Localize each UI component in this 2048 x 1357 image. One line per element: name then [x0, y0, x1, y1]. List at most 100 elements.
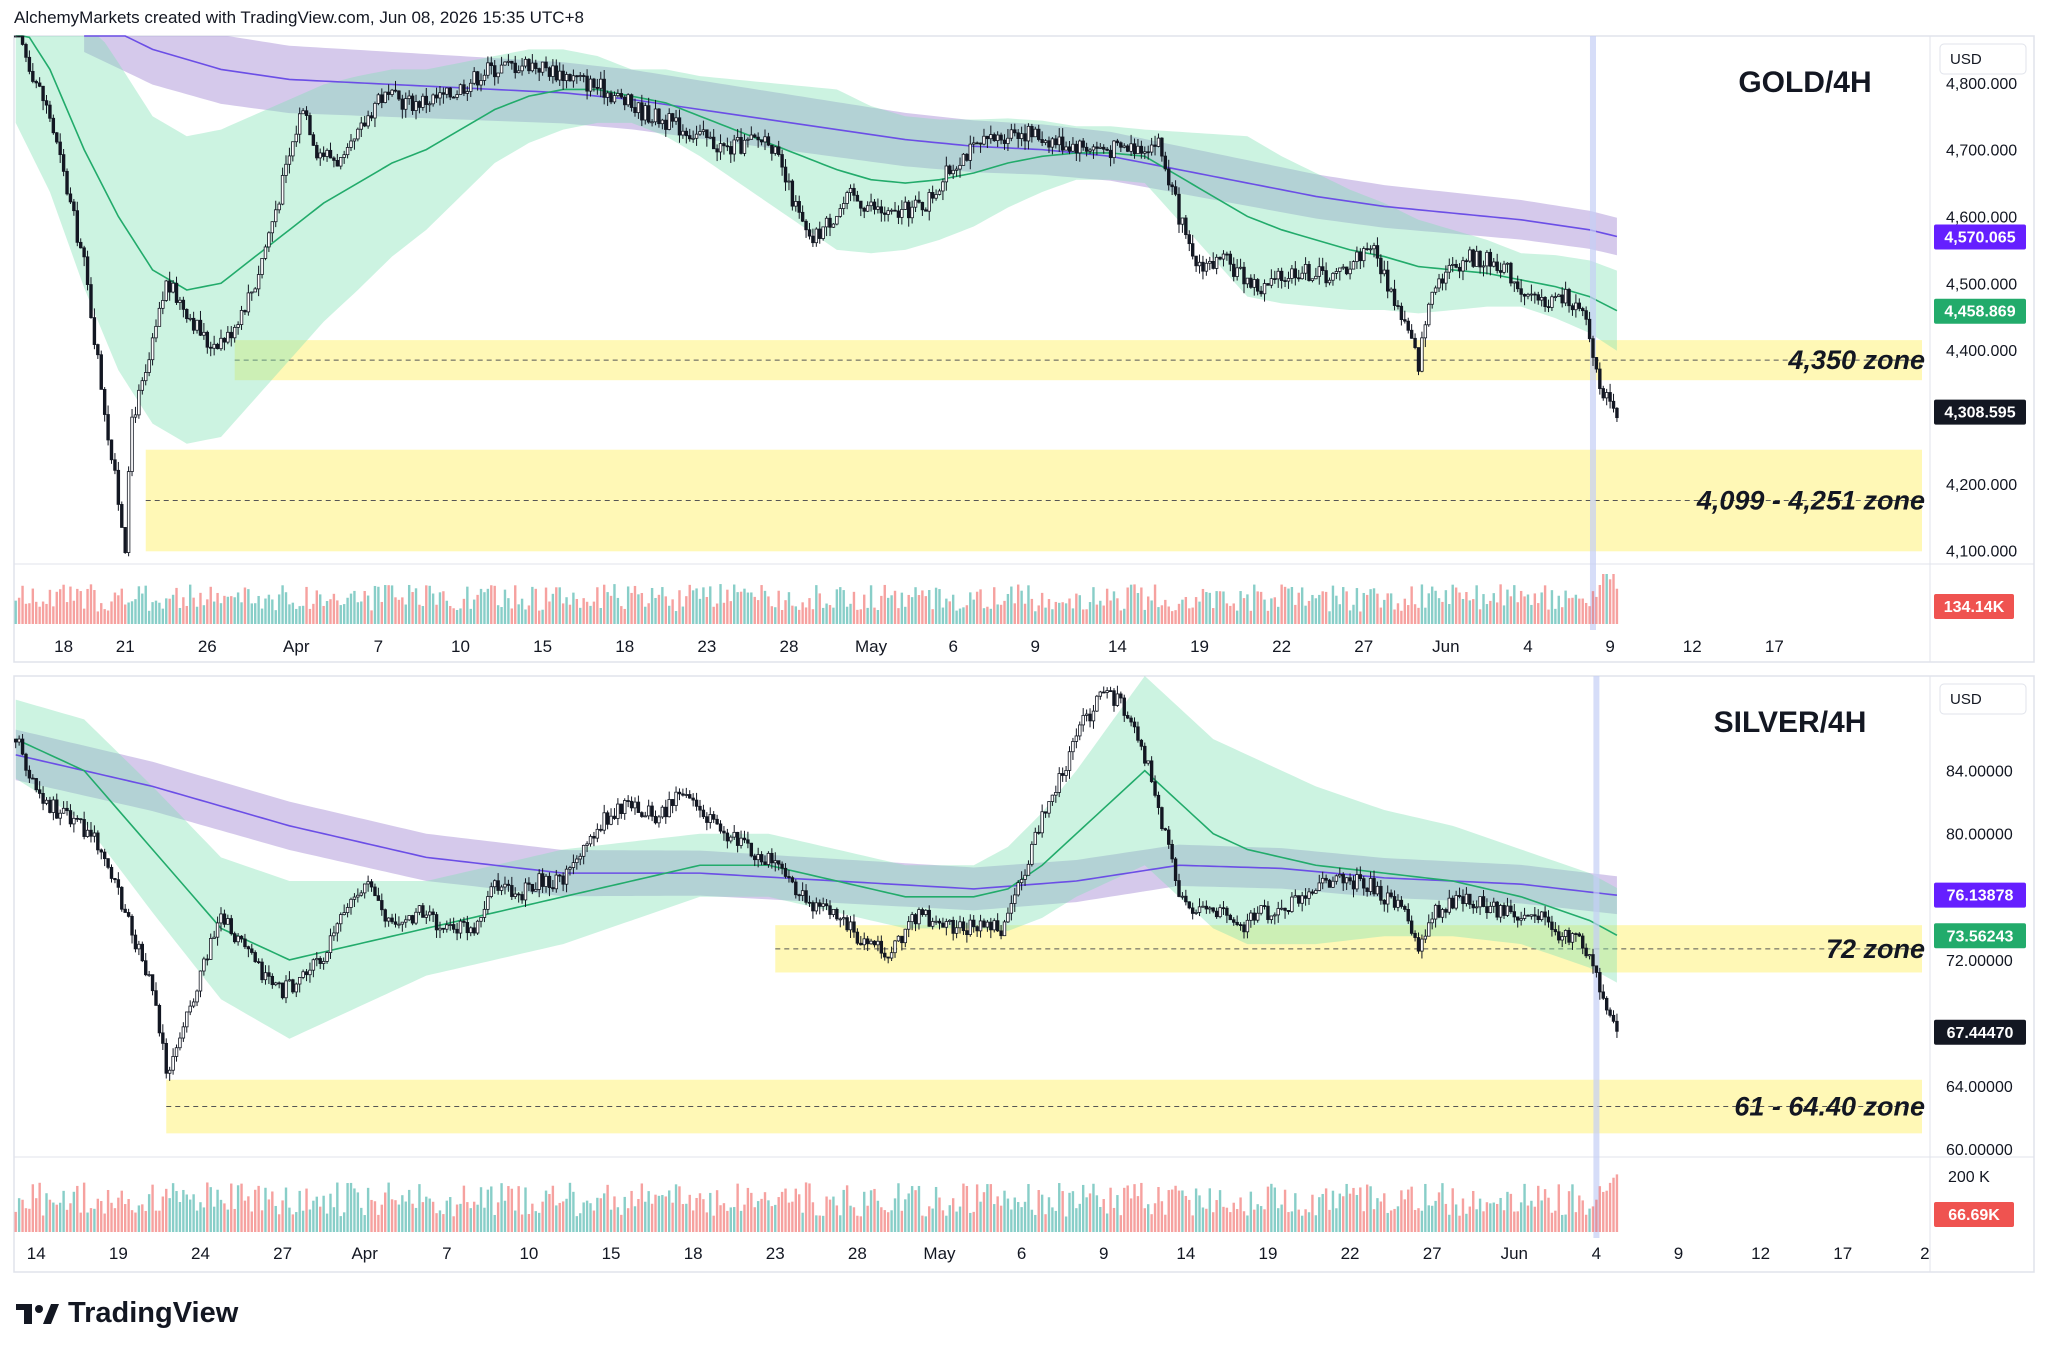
- gold-candle: [1132, 138, 1137, 159]
- gold-volume-bar: [1112, 591, 1116, 624]
- gold-currency-label[interactable]: USD: [1950, 51, 1982, 68]
- gold-candle: [229, 326, 233, 347]
- silver-candle: [595, 823, 600, 843]
- gold-volume-bar: [753, 596, 756, 624]
- silver-volume-bar: [1205, 1208, 1208, 1232]
- gold-candle: [657, 108, 661, 128]
- gold-candle: [1300, 266, 1304, 280]
- gold-volume-bar: [394, 597, 397, 624]
- silver-volume-bar: [1136, 1196, 1140, 1232]
- silver-x-tick: 4: [1592, 1244, 1601, 1263]
- gold-candle: [243, 309, 247, 316]
- silver-volume-bar: [394, 1200, 397, 1232]
- silver-candle: [448, 918, 452, 931]
- silver-volume-bar: [1540, 1200, 1543, 1232]
- gold-volume-bar: [1119, 610, 1123, 624]
- gold-volume-bar: [1266, 610, 1270, 624]
- silver-volume-bar: [863, 1191, 866, 1232]
- gold-candle: [1502, 260, 1506, 275]
- silver-volume-bar: [688, 1194, 691, 1232]
- gold-candle: [948, 164, 952, 176]
- gold-candle: [1242, 261, 1246, 294]
- silver-candle: [694, 792, 699, 811]
- silver-candle: [1132, 717, 1137, 734]
- silver-candle: [729, 835, 733, 844]
- gold-candle: [167, 271, 172, 301]
- silver-x-tick: Jun: [1501, 1244, 1528, 1263]
- gold-volume-bar: [582, 598, 585, 624]
- gold-chart[interactable]: USD4,800.0004,700.0004,600.0004,500.0004…: [0, 34, 2048, 666]
- gold-volume-bar: [137, 586, 141, 624]
- gold-candle: [185, 308, 189, 323]
- gold-volume-bar: [787, 592, 791, 624]
- gold-volume-bar: [1054, 601, 1058, 624]
- gold-volume-bar: [972, 599, 975, 624]
- gold-candle: [1519, 279, 1523, 303]
- silver-candle: [619, 803, 624, 819]
- gold-symbol-title: GOLD/4H: [1738, 66, 1871, 99]
- silver-volume-bar: [41, 1215, 45, 1232]
- silver-candle: [1430, 911, 1434, 930]
- silver-candle: [1290, 892, 1294, 913]
- silver-candle: [547, 872, 552, 897]
- gold-candle: [674, 109, 678, 125]
- silver-candle: [1512, 903, 1516, 923]
- gold-volume-bar: [880, 595, 883, 624]
- silver-candle: [1146, 760, 1150, 766]
- gold-currency-box[interactable]: [1939, 43, 2027, 75]
- silver-volume-bar: [356, 1192, 360, 1232]
- silver-volume-bar: [151, 1184, 154, 1232]
- gold-volume-bar: [339, 605, 342, 624]
- gold-candle: [462, 79, 466, 97]
- silver-candle: [1153, 775, 1157, 798]
- silver-candle: [691, 793, 695, 807]
- silver-candle: [441, 927, 446, 934]
- silver-chart[interactable]: USD84.0000080.0000072.0000064.0000060.00…: [0, 674, 2048, 1274]
- silver-volume-bar: [514, 1210, 517, 1232]
- silver-candle: [469, 926, 473, 937]
- silver-candle: [1392, 890, 1397, 911]
- silver-candle: [130, 914, 134, 944]
- gold-volume-bar: [828, 605, 832, 624]
- gold-volume-bar: [904, 606, 907, 624]
- gold-candle: [137, 384, 141, 419]
- gold-candle: [1457, 263, 1462, 279]
- gold-volume-bar: [1081, 609, 1085, 624]
- gold-candle: [677, 109, 682, 143]
- gold-candle: [431, 93, 435, 107]
- silver-y-tick: 84.00000: [1946, 764, 2013, 781]
- silver-candle: [1030, 841, 1034, 867]
- gold-candle: [1081, 138, 1085, 151]
- silver-volume-bar: [544, 1190, 548, 1232]
- gold-candle: [1423, 320, 1428, 348]
- silver-candle: [1557, 925, 1561, 944]
- gold-volume-bar: [589, 605, 592, 624]
- silver-volume-bar: [288, 1207, 291, 1232]
- gold-candle: [1396, 300, 1400, 310]
- gold-candle: [1290, 264, 1294, 284]
- gold-candle: [1276, 267, 1280, 288]
- tradingview-logo[interactable]: TradingView: [16, 1297, 238, 1330]
- silver-currency-box[interactable]: [1939, 683, 2027, 715]
- silver-candle: [161, 1024, 165, 1051]
- gold-volume-bar: [811, 609, 815, 624]
- gold-candle: [951, 164, 955, 180]
- silver-currency-label[interactable]: USD: [1950, 691, 1982, 708]
- silver-candle: [308, 962, 312, 983]
- silver-volume-bar: [674, 1184, 678, 1232]
- silver-volume-bar: [62, 1190, 65, 1232]
- silver-candle: [889, 946, 894, 961]
- gold-volume-bar: [243, 587, 247, 624]
- silver-candle: [1327, 878, 1332, 888]
- silver-volume-bar: [24, 1208, 28, 1232]
- gold-volume-bar: [1605, 574, 1608, 624]
- silver-price-badge-2: [1934, 1019, 2026, 1045]
- silver-candle: [434, 911, 439, 938]
- silver-short-ema-line: [15, 738, 1618, 961]
- silver-volume-bar: [250, 1211, 253, 1232]
- gold-volume-bar: [596, 587, 599, 624]
- silver-x-tick: 10: [519, 1244, 538, 1263]
- silver-volume-bar: [1348, 1193, 1352, 1232]
- gold-candle: [1108, 145, 1113, 167]
- gold-volume-bar: [1571, 597, 1574, 624]
